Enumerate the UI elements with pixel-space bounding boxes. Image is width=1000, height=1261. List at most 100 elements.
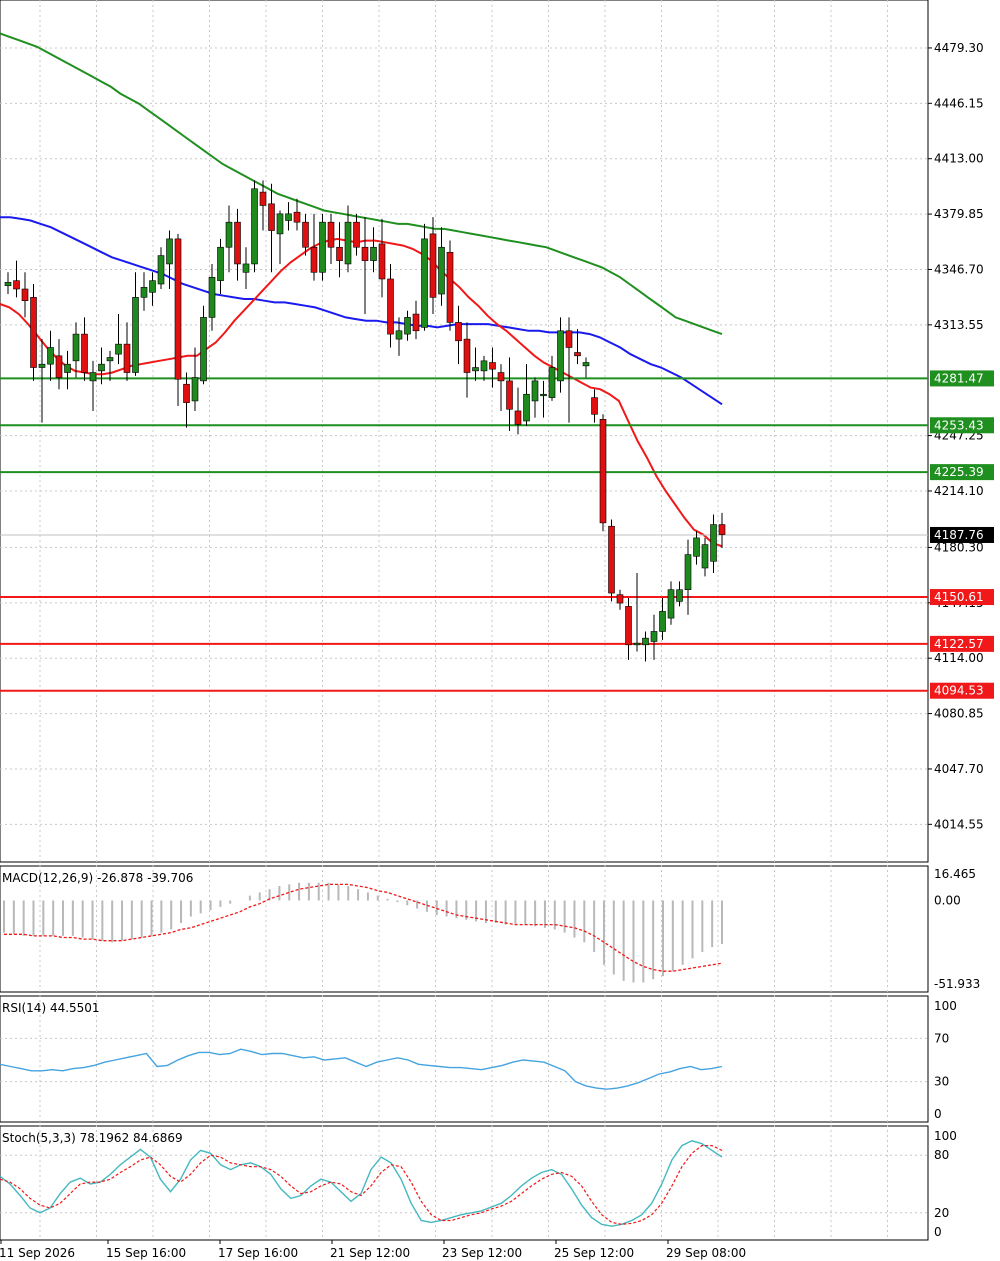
candle-body — [557, 330, 564, 382]
candle-body — [472, 367, 479, 372]
panel-frame — [0, 1125, 929, 1241]
candle-body — [123, 343, 131, 373]
candle-body — [633, 642, 641, 646]
candle-body — [506, 380, 513, 410]
time-tick-label: 15 Sep 16:00 — [106, 1246, 186, 1260]
candle-body — [132, 297, 139, 373]
candle-body — [38, 363, 46, 368]
candle-body — [608, 525, 615, 594]
candle-body — [174, 238, 182, 380]
macd-histogram — [3, 882, 723, 983]
rsi-series — [0, 1048, 723, 1090]
candle-body — [166, 238, 173, 265]
candle-body — [659, 611, 666, 632]
candle-body — [251, 188, 258, 265]
candle-body — [701, 544, 709, 569]
candle-body — [395, 330, 403, 340]
macd-axis: 16.465 0.00 -51.933 — [934, 867, 980, 991]
support-level-tag — [930, 682, 994, 699]
rsi-title: RSI(14) 44.5501 — [2, 1001, 100, 1015]
candle-body — [625, 606, 632, 646]
ma-slow-line — [0, 32, 723, 336]
price-tick-label: 4346.70 — [934, 262, 984, 276]
price-tick-label: 4446.15 — [934, 96, 984, 110]
candle-body — [149, 280, 156, 293]
candle-body — [344, 221, 352, 265]
macd-tick-label: 0.00 — [934, 893, 961, 907]
price-axis: 4479.30 4446.15 4413.00 4379.85 4346.70 4313.… — [928, 41, 984, 831]
price-tick-label: 4114.00 — [934, 651, 984, 665]
candle-body — [421, 238, 428, 328]
candle-body — [370, 246, 377, 261]
support-level-label: 4150.61 — [934, 590, 984, 604]
candle-body — [72, 333, 80, 362]
candle-body — [200, 317, 207, 382]
price-tick-label: 4413.00 — [934, 152, 984, 166]
price-tick-label: 4014.55 — [934, 817, 984, 831]
candle-body — [574, 352, 581, 357]
price-tick-label: 4479.30 — [934, 41, 984, 55]
macd-tick-label: -51.933 — [934, 977, 980, 991]
current-price-tag — [930, 526, 994, 543]
candle-body — [582, 362, 590, 367]
candle-body — [599, 419, 607, 524]
candle-body — [718, 524, 726, 535]
candle-body — [514, 410, 522, 425]
candle-body — [157, 255, 165, 285]
macd-tick-label: 16.465 — [934, 867, 976, 881]
stoch-panel: Stoch(5,3,3) 78.1962 84.6869 100 80 20 0 — [0, 1129, 957, 1239]
candle-body — [225, 221, 233, 248]
candle-body — [30, 297, 37, 368]
candle-body — [302, 221, 309, 248]
rsi-tick-label: 70 — [934, 1031, 949, 1045]
candle-body — [140, 287, 148, 298]
candle-body — [404, 317, 411, 335]
candle-body — [89, 372, 97, 382]
candle-body — [480, 360, 488, 372]
stoch-tick-label: 0 — [934, 1225, 942, 1239]
stoch-signal-series — [0, 1144, 723, 1225]
candle-body — [387, 278, 394, 335]
candle-body — [378, 243, 386, 280]
candle-body — [616, 594, 624, 604]
time-tick-label: 29 Sep 08:00 — [666, 1246, 746, 1260]
candle-body — [684, 554, 692, 591]
time-tick-label: 17 Sep 16:00 — [218, 1246, 298, 1260]
price-tick-label: 4080.85 — [934, 707, 984, 721]
ma-mid-line — [0, 216, 723, 406]
candle-body — [4, 282, 12, 286]
candle-body — [47, 347, 54, 365]
macd-signal — [4, 883, 723, 972]
candle-body — [191, 377, 199, 402]
candle-body — [531, 380, 539, 402]
resistance-level-tag — [930, 417, 994, 434]
price-tick-label: 4379.85 — [934, 207, 984, 221]
candle-body — [242, 263, 250, 273]
support-level-label: 4122.57 — [934, 637, 984, 651]
candle-body — [310, 246, 318, 273]
candle-body — [446, 251, 454, 323]
resistance-level-label: 4281.47 — [934, 371, 984, 385]
candle-body — [55, 355, 63, 378]
rsi-line — [0, 1037, 928, 1090]
candle-body — [98, 363, 105, 372]
candles — [4, 180, 726, 662]
candle-body — [438, 246, 445, 295]
macd-signal-line — [4, 883, 723, 972]
time-tick-label: 23 Sep 12:00 — [442, 1246, 522, 1260]
time-tick-label: 21 Sep 12:00 — [330, 1246, 410, 1260]
candle-body — [676, 589, 683, 602]
candle-body — [523, 393, 530, 422]
candle-body — [336, 246, 343, 261]
stoch-lines — [0, 1140, 928, 1227]
time-tick-label: 11 Sep 2026 — [0, 1246, 75, 1260]
candle-body — [183, 383, 190, 403]
candle-body — [565, 330, 573, 348]
stoch-main-series — [0, 1140, 723, 1227]
candle-body — [548, 367, 556, 398]
rsi-panel: RSI(14) 44.5501 100 70 30 0 — [0, 999, 957, 1121]
candle-body — [208, 277, 216, 318]
candle-body — [234, 221, 241, 265]
price-tick-label: 4313.55 — [934, 318, 984, 332]
candle-body — [540, 393, 547, 397]
